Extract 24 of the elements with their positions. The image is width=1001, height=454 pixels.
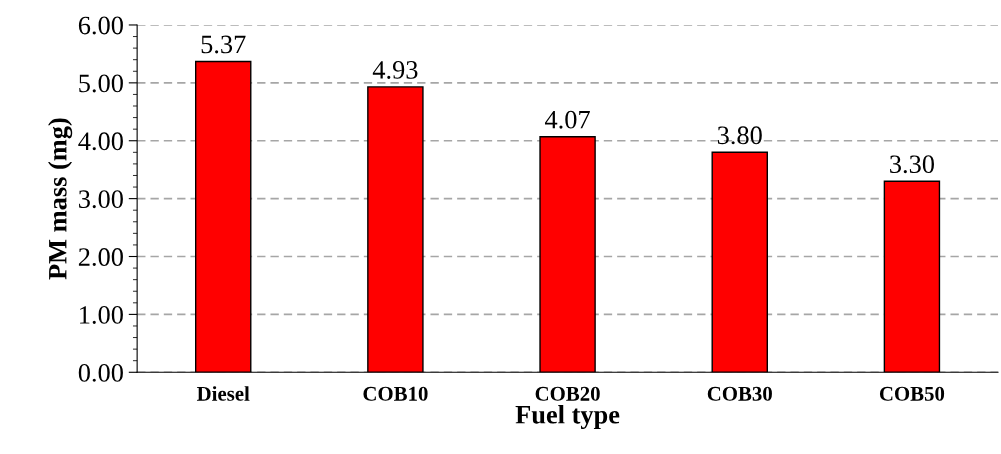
x-tick-label: COB30: [707, 386, 772, 401]
data-label: 5.37: [201, 35, 246, 54]
bar: [711, 151, 768, 373]
x-axis-title: Fuel type: [515, 405, 620, 430]
x-tick-label: COB50: [879, 386, 945, 401]
y-tick-label: 1.00: [80, 306, 123, 324]
bar: [883, 180, 941, 373]
bar: [539, 135, 596, 373]
bar: [367, 86, 424, 373]
data-label: 3.80: [717, 126, 762, 145]
y-tick-label: 5.00: [79, 74, 123, 93]
x-tick-label: Diesel: [196, 386, 250, 401]
x-tick-label: COB20: [535, 386, 600, 401]
y-tick-label: 6.00: [78, 16, 123, 35]
y-tick-label: 3.00: [79, 190, 123, 209]
data-label: 4.93: [372, 61, 418, 79]
bar: [194, 60, 252, 373]
y-tick-label: 2.00: [78, 248, 123, 267]
y-tick-label: 0.00: [78, 363, 123, 382]
data-label: 3.30: [890, 155, 934, 174]
x-tick-label: COB10: [363, 386, 428, 401]
y-axis-title: PM mass (mg): [48, 118, 73, 280]
y-tick-label: 4.00: [78, 132, 123, 151]
data-label: 4.07: [544, 110, 590, 129]
